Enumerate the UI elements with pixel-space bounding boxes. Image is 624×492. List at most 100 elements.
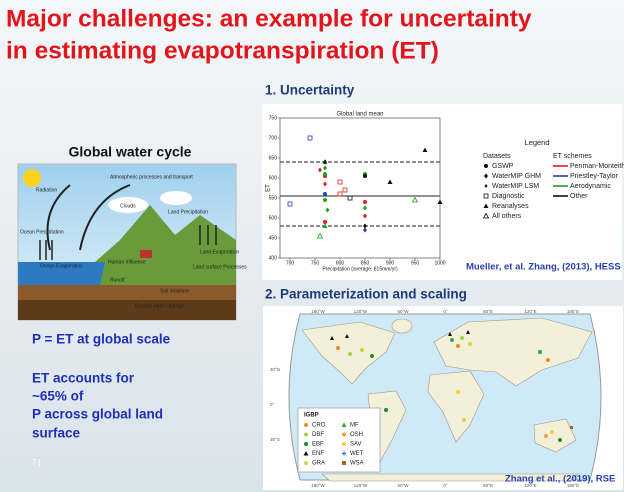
point bbox=[337, 179, 343, 185]
legend-marker bbox=[483, 193, 489, 199]
legend-label: Other bbox=[570, 193, 588, 200]
legend-label: GRA bbox=[312, 461, 325, 467]
lat-label: 30°N bbox=[270, 367, 280, 372]
lon-label: 180°E bbox=[567, 483, 579, 488]
point bbox=[307, 135, 313, 141]
legend-label: Aerodynamic bbox=[570, 183, 611, 190]
citation: Mueller, et al. Zhang, (2013), HESS bbox=[466, 262, 621, 273]
title-line: Major challenges: an example for uncerta… bbox=[6, 5, 532, 32]
legend: CRO DBF EBF ENF GRA MF OSH SAV WET WSA bbox=[303, 422, 364, 467]
point bbox=[323, 181, 327, 187]
lon-label: 60°E bbox=[483, 483, 493, 488]
diagram-label: Land Precipitation bbox=[168, 209, 208, 215]
y-tick-label: 450 bbox=[269, 235, 278, 241]
lon-label: 0° bbox=[443, 309, 448, 314]
point bbox=[337, 191, 343, 197]
y-tick-label: 750 bbox=[269, 115, 278, 121]
y-axis-label: ET bbox=[266, 184, 272, 192]
point bbox=[411, 196, 419, 203]
lon-label: 120°E bbox=[524, 483, 536, 488]
x-tick-label: 900 bbox=[386, 260, 395, 266]
x-tick-label: 700 bbox=[286, 260, 295, 266]
legend-label: WSA bbox=[350, 461, 364, 467]
legend-label: All others bbox=[492, 213, 522, 220]
point bbox=[318, 167, 322, 173]
x-tick-label: 750 bbox=[311, 260, 320, 266]
point bbox=[387, 179, 393, 184]
legend-marker bbox=[342, 451, 346, 456]
map-labels: 180°W 180°W 120°W 120°W 60°W 60°W 0° 0° 60°E 60°E… bbox=[270, 309, 579, 488]
point bbox=[323, 192, 327, 196]
heading: Global water cycle bbox=[69, 144, 192, 160]
diagram-label: Ground water Storage bbox=[135, 303, 184, 309]
lon-label: 180°E bbox=[567, 309, 579, 314]
point bbox=[322, 223, 328, 228]
point bbox=[342, 187, 348, 193]
legend-label: OSH bbox=[350, 432, 363, 438]
legend-label: EBF bbox=[312, 442, 324, 448]
y-tick-label: 650 bbox=[269, 155, 278, 161]
legend-label: MF bbox=[350, 423, 359, 429]
lon-label: 180°W bbox=[311, 309, 325, 314]
diagram-label: Human Influence bbox=[108, 259, 146, 265]
legend-label: Penman-Monteith bbox=[570, 163, 624, 170]
heading: 1. Uncertainty bbox=[265, 83, 355, 98]
y-tick-label: 700 bbox=[269, 135, 278, 141]
legend-marker bbox=[341, 422, 347, 427]
legend-marker bbox=[483, 203, 489, 208]
point bbox=[363, 174, 367, 178]
point bbox=[363, 200, 367, 204]
note-line: surface bbox=[32, 426, 81, 441]
point bbox=[323, 165, 327, 171]
point bbox=[363, 205, 367, 211]
legend-marker bbox=[484, 173, 488, 179]
lon-label: 60°W bbox=[397, 483, 409, 488]
diagram-label: Ocean Evaporation bbox=[40, 263, 83, 269]
legend-title: IGBP bbox=[304, 413, 319, 419]
lon-label: 120°W bbox=[354, 309, 368, 314]
diagram-label: Soil moisture bbox=[160, 288, 189, 294]
legend-marker bbox=[304, 423, 308, 427]
legend-marker bbox=[304, 461, 308, 465]
diagram-label: Clouds bbox=[120, 203, 136, 209]
y-tick-label: 400 bbox=[269, 255, 278, 261]
point bbox=[347, 195, 353, 201]
x-tick-label: 850 bbox=[361, 260, 370, 266]
y-tick-label: 550 bbox=[269, 195, 278, 201]
diagram-label: Atmospheric processes and transport bbox=[110, 174, 193, 180]
lat-label: 30°S bbox=[270, 437, 280, 442]
legend-marker bbox=[342, 432, 346, 437]
point bbox=[287, 201, 293, 207]
diagram-label: Ocean Precipitation bbox=[20, 229, 64, 235]
legend-label: WaterMIP GHM bbox=[492, 173, 541, 180]
point bbox=[323, 172, 327, 176]
lon-label: 60°W bbox=[397, 309, 409, 314]
legend-marker bbox=[304, 432, 308, 437]
water-cycle-diagram: Radiation Atmospheric processes and tran… bbox=[17, 163, 247, 321]
legend: GSWP WaterMIP GHM WaterMIP LSM Diagnostic Re… bbox=[482, 163, 624, 220]
point bbox=[316, 232, 324, 239]
legend-marker bbox=[342, 461, 346, 465]
legend-label: Diagnostic bbox=[492, 193, 525, 200]
legend-marker bbox=[482, 212, 490, 219]
x-tick-label: 950 bbox=[411, 260, 420, 266]
page-number: 7 | bbox=[32, 458, 41, 467]
lat-label: 0° bbox=[270, 402, 275, 407]
legend-label: Priestley-Taylor bbox=[570, 173, 619, 180]
x-tick-label: 800 bbox=[336, 260, 345, 266]
chart: Global land mean 400 450 500 550 600 650 700 750… bbox=[266, 112, 446, 273]
legend-label: WaterMIP LSM bbox=[492, 183, 539, 190]
point bbox=[437, 199, 443, 204]
point bbox=[325, 207, 330, 213]
statement: P = ET at global scale bbox=[32, 332, 171, 347]
note-line: P across global land bbox=[32, 407, 163, 422]
point bbox=[363, 213, 367, 219]
legend-title: Legend bbox=[524, 138, 549, 147]
legend-label: Reanalyses bbox=[492, 203, 529, 210]
legend-heading: ET schemes bbox=[553, 153, 592, 160]
x-tick-label: 1000 bbox=[434, 260, 445, 266]
legend-marker bbox=[304, 442, 308, 446]
legend-marker bbox=[342, 442, 346, 446]
